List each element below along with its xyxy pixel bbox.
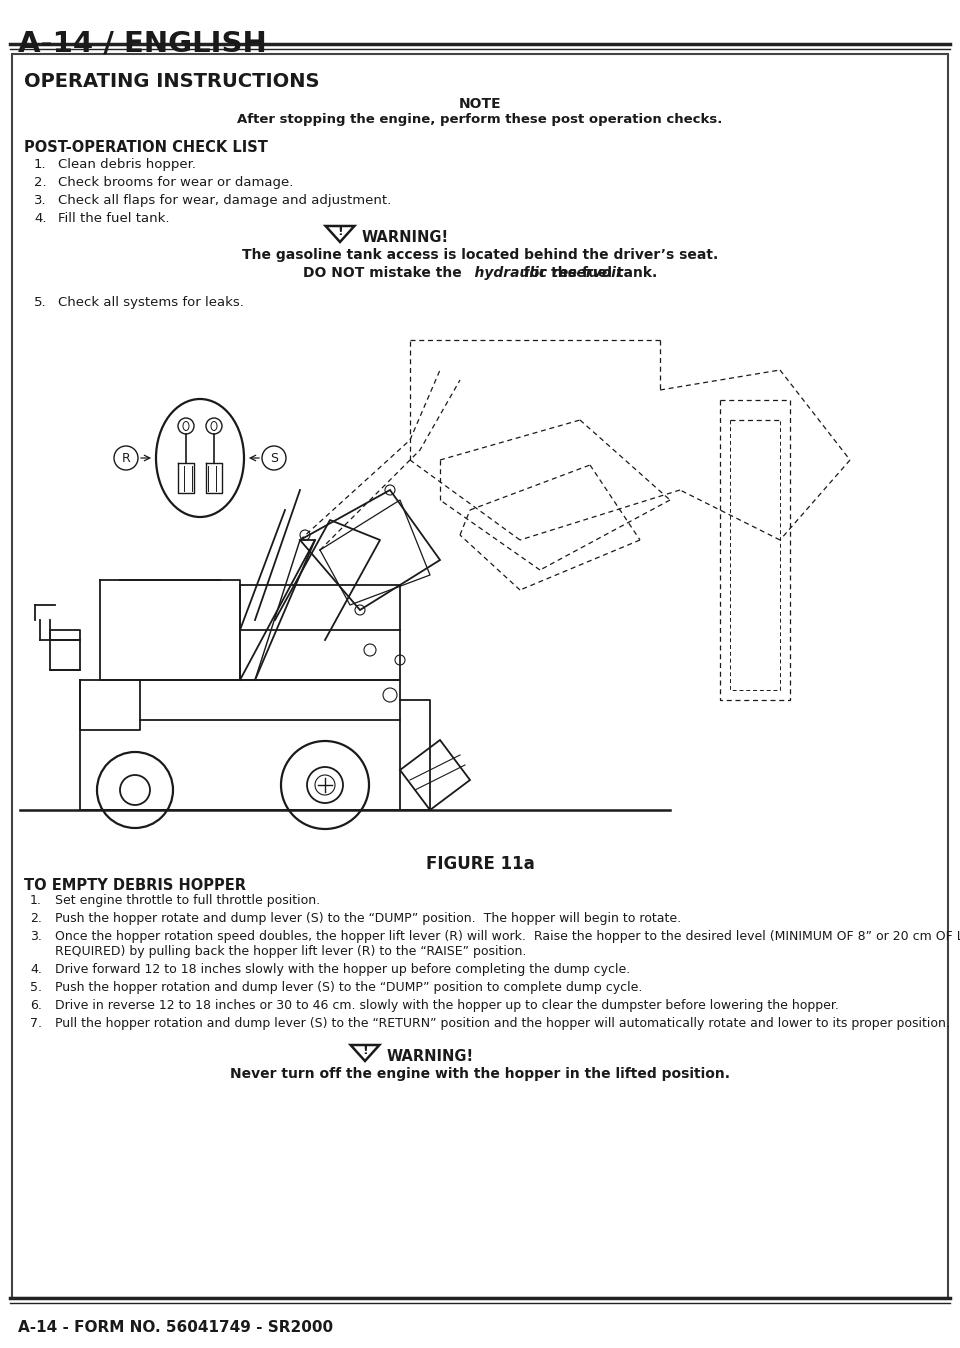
Text: 2.: 2. (30, 913, 42, 925)
Text: Once the hopper rotation speed doubles, the hopper lift lever (R) will work.  Ra: Once the hopper rotation speed doubles, … (55, 930, 960, 944)
Text: The gasoline tank access is located behind the driver’s seat.: The gasoline tank access is located behi… (242, 248, 718, 262)
Text: 4.: 4. (34, 212, 46, 225)
Circle shape (262, 446, 286, 470)
Text: Push the hopper rotate and dump lever (S) to the “DUMP” position.  The hopper wi: Push the hopper rotate and dump lever (S… (55, 913, 682, 925)
Text: 1.: 1. (34, 158, 47, 171)
Text: Never turn off the engine with the hopper in the lifted position.: Never turn off the engine with the hoppe… (230, 1068, 730, 1081)
Text: TO EMPTY DEBRIS HOPPER: TO EMPTY DEBRIS HOPPER (24, 878, 246, 892)
Text: Check all systems for leaks.: Check all systems for leaks. (58, 297, 244, 309)
Text: 5.: 5. (30, 981, 42, 993)
Text: 1.: 1. (30, 894, 42, 907)
Text: FIGURE 11a: FIGURE 11a (425, 855, 535, 874)
Text: Check all flaps for wear, damage and adjustment.: Check all flaps for wear, damage and adj… (58, 194, 392, 208)
Text: OPERATING INSTRUCTIONS: OPERATING INSTRUCTIONS (24, 71, 320, 92)
Text: R: R (122, 452, 131, 465)
Text: NOTE: NOTE (459, 97, 501, 111)
Text: 7.: 7. (30, 1016, 42, 1030)
Text: A-14 / ENGLISH: A-14 / ENGLISH (18, 30, 267, 58)
Text: !: ! (337, 225, 343, 239)
Text: 2.: 2. (34, 177, 47, 189)
Text: WARNING!: WARNING! (362, 231, 449, 245)
Text: hydraulic reservoir: hydraulic reservoir (338, 266, 622, 280)
Text: 4.: 4. (30, 962, 42, 976)
Text: Check brooms for wear or damage.: Check brooms for wear or damage. (58, 177, 294, 189)
Text: 3.: 3. (30, 930, 42, 944)
Text: Push the hopper rotation and dump lever (S) to the “DUMP” position to complete d: Push the hopper rotation and dump lever … (55, 981, 642, 993)
Text: 5.: 5. (34, 297, 47, 309)
Text: Drive in reverse 12 to 18 inches or 30 to 46 cm. slowly with the hopper up to cl: Drive in reverse 12 to 18 inches or 30 t… (55, 999, 839, 1012)
Text: Fill the fuel tank.: Fill the fuel tank. (58, 212, 170, 225)
Text: DO NOT mistake the                     for the fuel tank.: DO NOT mistake the for the fuel tank. (302, 266, 658, 280)
Text: WARNING!: WARNING! (387, 1049, 474, 1064)
Text: Clean debris hopper.: Clean debris hopper. (58, 158, 196, 171)
Circle shape (114, 446, 138, 470)
Text: Set engine throttle to full throttle position.: Set engine throttle to full throttle pos… (55, 894, 320, 907)
Ellipse shape (156, 399, 244, 518)
Text: 6.: 6. (30, 999, 42, 1012)
Text: REQUIRED) by pulling back the hopper lift lever (R) to the “RAISE” position.: REQUIRED) by pulling back the hopper lif… (55, 945, 526, 958)
Text: A-14 - FORM NO. 56041749 - SR2000: A-14 - FORM NO. 56041749 - SR2000 (18, 1320, 333, 1335)
Text: Pull the hopper rotation and dump lever (S) to the “RETURN” position and the hop: Pull the hopper rotation and dump lever … (55, 1016, 949, 1030)
Text: !: ! (362, 1045, 368, 1057)
Text: POST-OPERATION CHECK LIST: POST-OPERATION CHECK LIST (24, 140, 268, 155)
Text: Drive forward 12 to 18 inches slowly with the hopper up before completing the du: Drive forward 12 to 18 inches slowly wit… (55, 962, 631, 976)
Text: After stopping the engine, perform these post operation checks.: After stopping the engine, perform these… (237, 113, 723, 125)
Text: 3.: 3. (34, 194, 47, 208)
Text: S: S (270, 452, 278, 465)
